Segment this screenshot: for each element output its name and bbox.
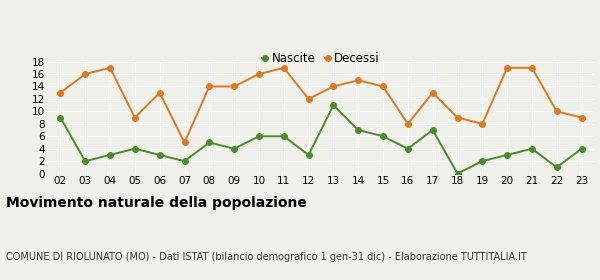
Nascite — [181, 160, 188, 163]
Decessi — [206, 85, 213, 88]
Nascite — [131, 147, 139, 150]
Decessi — [454, 116, 461, 119]
Decessi — [553, 110, 560, 113]
Decessi — [479, 122, 486, 125]
Nascite — [404, 147, 412, 150]
Nascite — [206, 141, 213, 144]
Decessi — [181, 141, 188, 144]
Text: COMUNE DI RIOLUNATO (MO) - Dati ISTAT (bilancio demografico 1 gen-31 dic) - Elab: COMUNE DI RIOLUNATO (MO) - Dati ISTAT (b… — [6, 252, 527, 262]
Nascite — [82, 160, 89, 163]
Line: Decessi: Decessi — [58, 65, 584, 145]
Decessi — [82, 72, 89, 76]
Nascite — [256, 135, 263, 138]
Nascite — [578, 147, 585, 150]
Nascite — [553, 166, 560, 169]
Nascite — [379, 135, 386, 138]
Decessi — [429, 91, 436, 94]
Nascite — [156, 153, 163, 157]
Nascite — [230, 147, 238, 150]
Nascite — [330, 104, 337, 107]
Decessi — [305, 97, 312, 101]
Decessi — [256, 72, 263, 76]
Nascite — [305, 153, 312, 157]
Nascite — [454, 172, 461, 175]
Decessi — [404, 122, 412, 125]
Nascite — [280, 135, 287, 138]
Legend: Nascite, Decessi: Nascite, Decessi — [257, 47, 385, 70]
Text: Movimento naturale della popolazione: Movimento naturale della popolazione — [6, 196, 307, 210]
Decessi — [230, 85, 238, 88]
Nascite — [429, 128, 436, 132]
Nascite — [529, 147, 536, 150]
Decessi — [379, 85, 386, 88]
Decessi — [131, 116, 139, 119]
Decessi — [529, 66, 536, 69]
Decessi — [156, 91, 163, 94]
Decessi — [330, 85, 337, 88]
Nascite — [57, 116, 64, 119]
Nascite — [355, 128, 362, 132]
Decessi — [106, 66, 113, 69]
Nascite — [479, 160, 486, 163]
Nascite — [503, 153, 511, 157]
Decessi — [280, 66, 287, 69]
Decessi — [355, 79, 362, 82]
Decessi — [578, 116, 585, 119]
Decessi — [57, 91, 64, 94]
Nascite — [106, 153, 113, 157]
Line: Nascite: Nascite — [58, 102, 584, 176]
Decessi — [503, 66, 511, 69]
